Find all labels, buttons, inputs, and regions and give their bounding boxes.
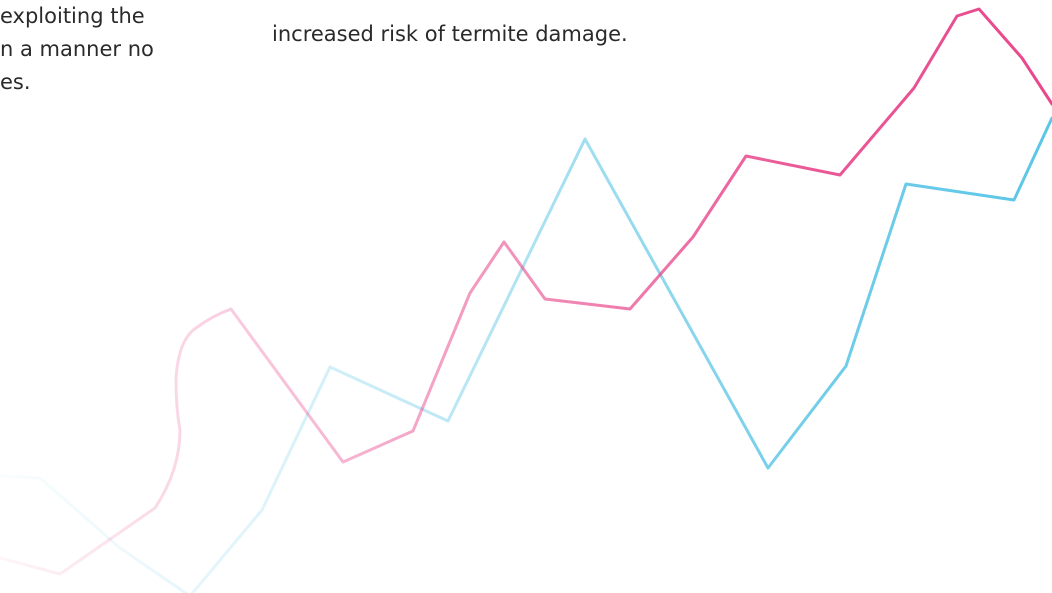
text-line: n a manner no [0,37,154,61]
body-text-fragment-left: exploiting the n a manner no es. [0,0,154,99]
text-line: exploiting the [0,4,145,28]
body-text-fragment-middle: increased risk of termite damage. [272,18,628,51]
blue-decorative-line [0,116,1052,593]
text-line: es. [0,70,31,94]
text-line: increased risk of termite damage. [272,22,628,46]
pink-decorative-line [0,7,1052,576]
